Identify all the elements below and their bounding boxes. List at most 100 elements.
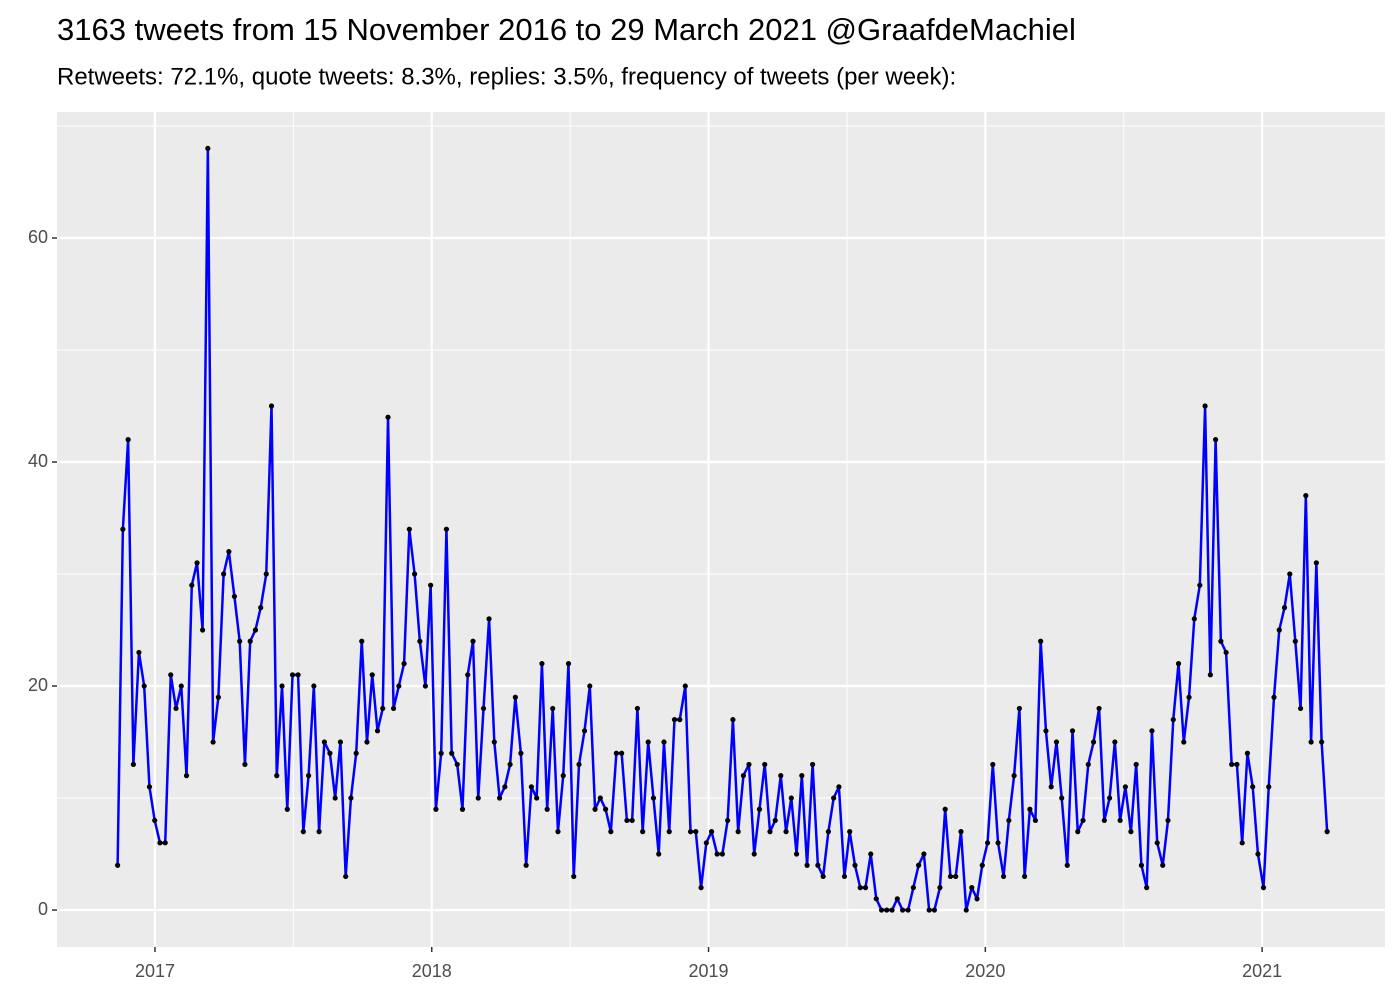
data-point — [1266, 784, 1272, 790]
data-point — [221, 571, 227, 577]
data-point — [1043, 728, 1049, 734]
data-point — [321, 739, 327, 745]
data-point — [412, 571, 418, 577]
data-point — [1075, 829, 1081, 835]
data-point — [390, 705, 397, 712]
data-point — [539, 661, 545, 667]
data-point — [162, 840, 168, 846]
plot-panel — [57, 112, 1385, 947]
data-point — [178, 683, 184, 689]
data-point — [1096, 705, 1102, 712]
data-point — [1038, 638, 1044, 644]
data-point — [820, 873, 826, 880]
data-point — [550, 705, 556, 712]
data-point — [810, 761, 816, 768]
data-point — [1160, 862, 1166, 868]
data-point — [518, 750, 524, 756]
data-point — [120, 526, 126, 532]
data-point — [152, 817, 158, 824]
data-point — [984, 840, 991, 846]
data-point — [1085, 761, 1091, 768]
data-point — [565, 661, 572, 667]
data-point — [1022, 873, 1028, 880]
data-point — [1064, 862, 1070, 868]
data-point — [894, 896, 900, 902]
data-point — [1313, 560, 1319, 566]
data-point — [337, 739, 344, 745]
data-point — [480, 705, 487, 712]
data-point — [873, 896, 879, 902]
data-point — [899, 907, 906, 913]
data-point — [645, 739, 651, 745]
data-point — [1059, 795, 1065, 801]
data-point — [189, 582, 195, 588]
data-point — [475, 795, 481, 801]
data-point — [555, 829, 561, 835]
data-point — [199, 627, 206, 633]
data-point — [571, 873, 577, 880]
data-point — [465, 672, 471, 678]
data-point — [470, 638, 476, 644]
data-point — [847, 829, 853, 835]
data-point — [512, 694, 518, 700]
data-point — [305, 773, 312, 779]
data-point — [1213, 437, 1219, 443]
data-point — [656, 851, 662, 857]
data-point — [1006, 817, 1012, 824]
data-point — [327, 750, 333, 756]
data-point — [1292, 638, 1298, 644]
data-point — [592, 806, 598, 812]
data-point — [958, 829, 964, 835]
data-point — [793, 851, 800, 857]
data-point — [183, 773, 190, 779]
data-point — [215, 694, 221, 700]
data-point — [534, 795, 540, 801]
data-point — [1133, 761, 1139, 768]
data-point — [396, 683, 402, 689]
data-point — [836, 784, 842, 790]
y-tick-label: 0 — [38, 899, 48, 919]
data-point — [279, 683, 285, 689]
data-point — [735, 829, 741, 835]
data-point — [1276, 627, 1282, 633]
data-point — [173, 705, 179, 712]
data-point — [1218, 638, 1224, 644]
data-point — [778, 773, 784, 779]
data-point — [1223, 649, 1229, 656]
data-point — [815, 862, 821, 868]
data-point — [937, 885, 943, 891]
data-point — [666, 829, 672, 835]
data-point — [576, 761, 582, 768]
data-point — [804, 862, 810, 868]
data-point — [406, 526, 412, 532]
data-point — [401, 661, 407, 667]
data-point — [677, 717, 683, 723]
data-point — [136, 649, 142, 656]
data-point — [1287, 571, 1293, 577]
data-point — [953, 873, 959, 880]
data-point — [486, 616, 492, 622]
data-point — [995, 840, 1001, 846]
data-point — [1197, 582, 1203, 588]
data-point — [990, 761, 996, 768]
data-point — [1207, 672, 1213, 678]
data-point — [1175, 661, 1182, 667]
y-tick-label: 20 — [28, 675, 48, 695]
data-point — [671, 717, 678, 723]
data-point — [1053, 739, 1060, 745]
data-point — [703, 840, 709, 846]
data-point — [862, 885, 869, 891]
data-point — [629, 817, 635, 824]
data-point — [496, 795, 503, 801]
data-point — [422, 683, 428, 689]
data-point — [295, 672, 301, 678]
data-point — [581, 728, 588, 734]
data-point — [1138, 862, 1145, 868]
y-tick-label: 60 — [28, 227, 48, 247]
data-point — [910, 885, 916, 891]
data-point — [438, 750, 444, 756]
data-point — [884, 907, 890, 913]
data-point — [1165, 817, 1171, 824]
data-point — [746, 761, 752, 768]
data-point — [868, 851, 874, 857]
